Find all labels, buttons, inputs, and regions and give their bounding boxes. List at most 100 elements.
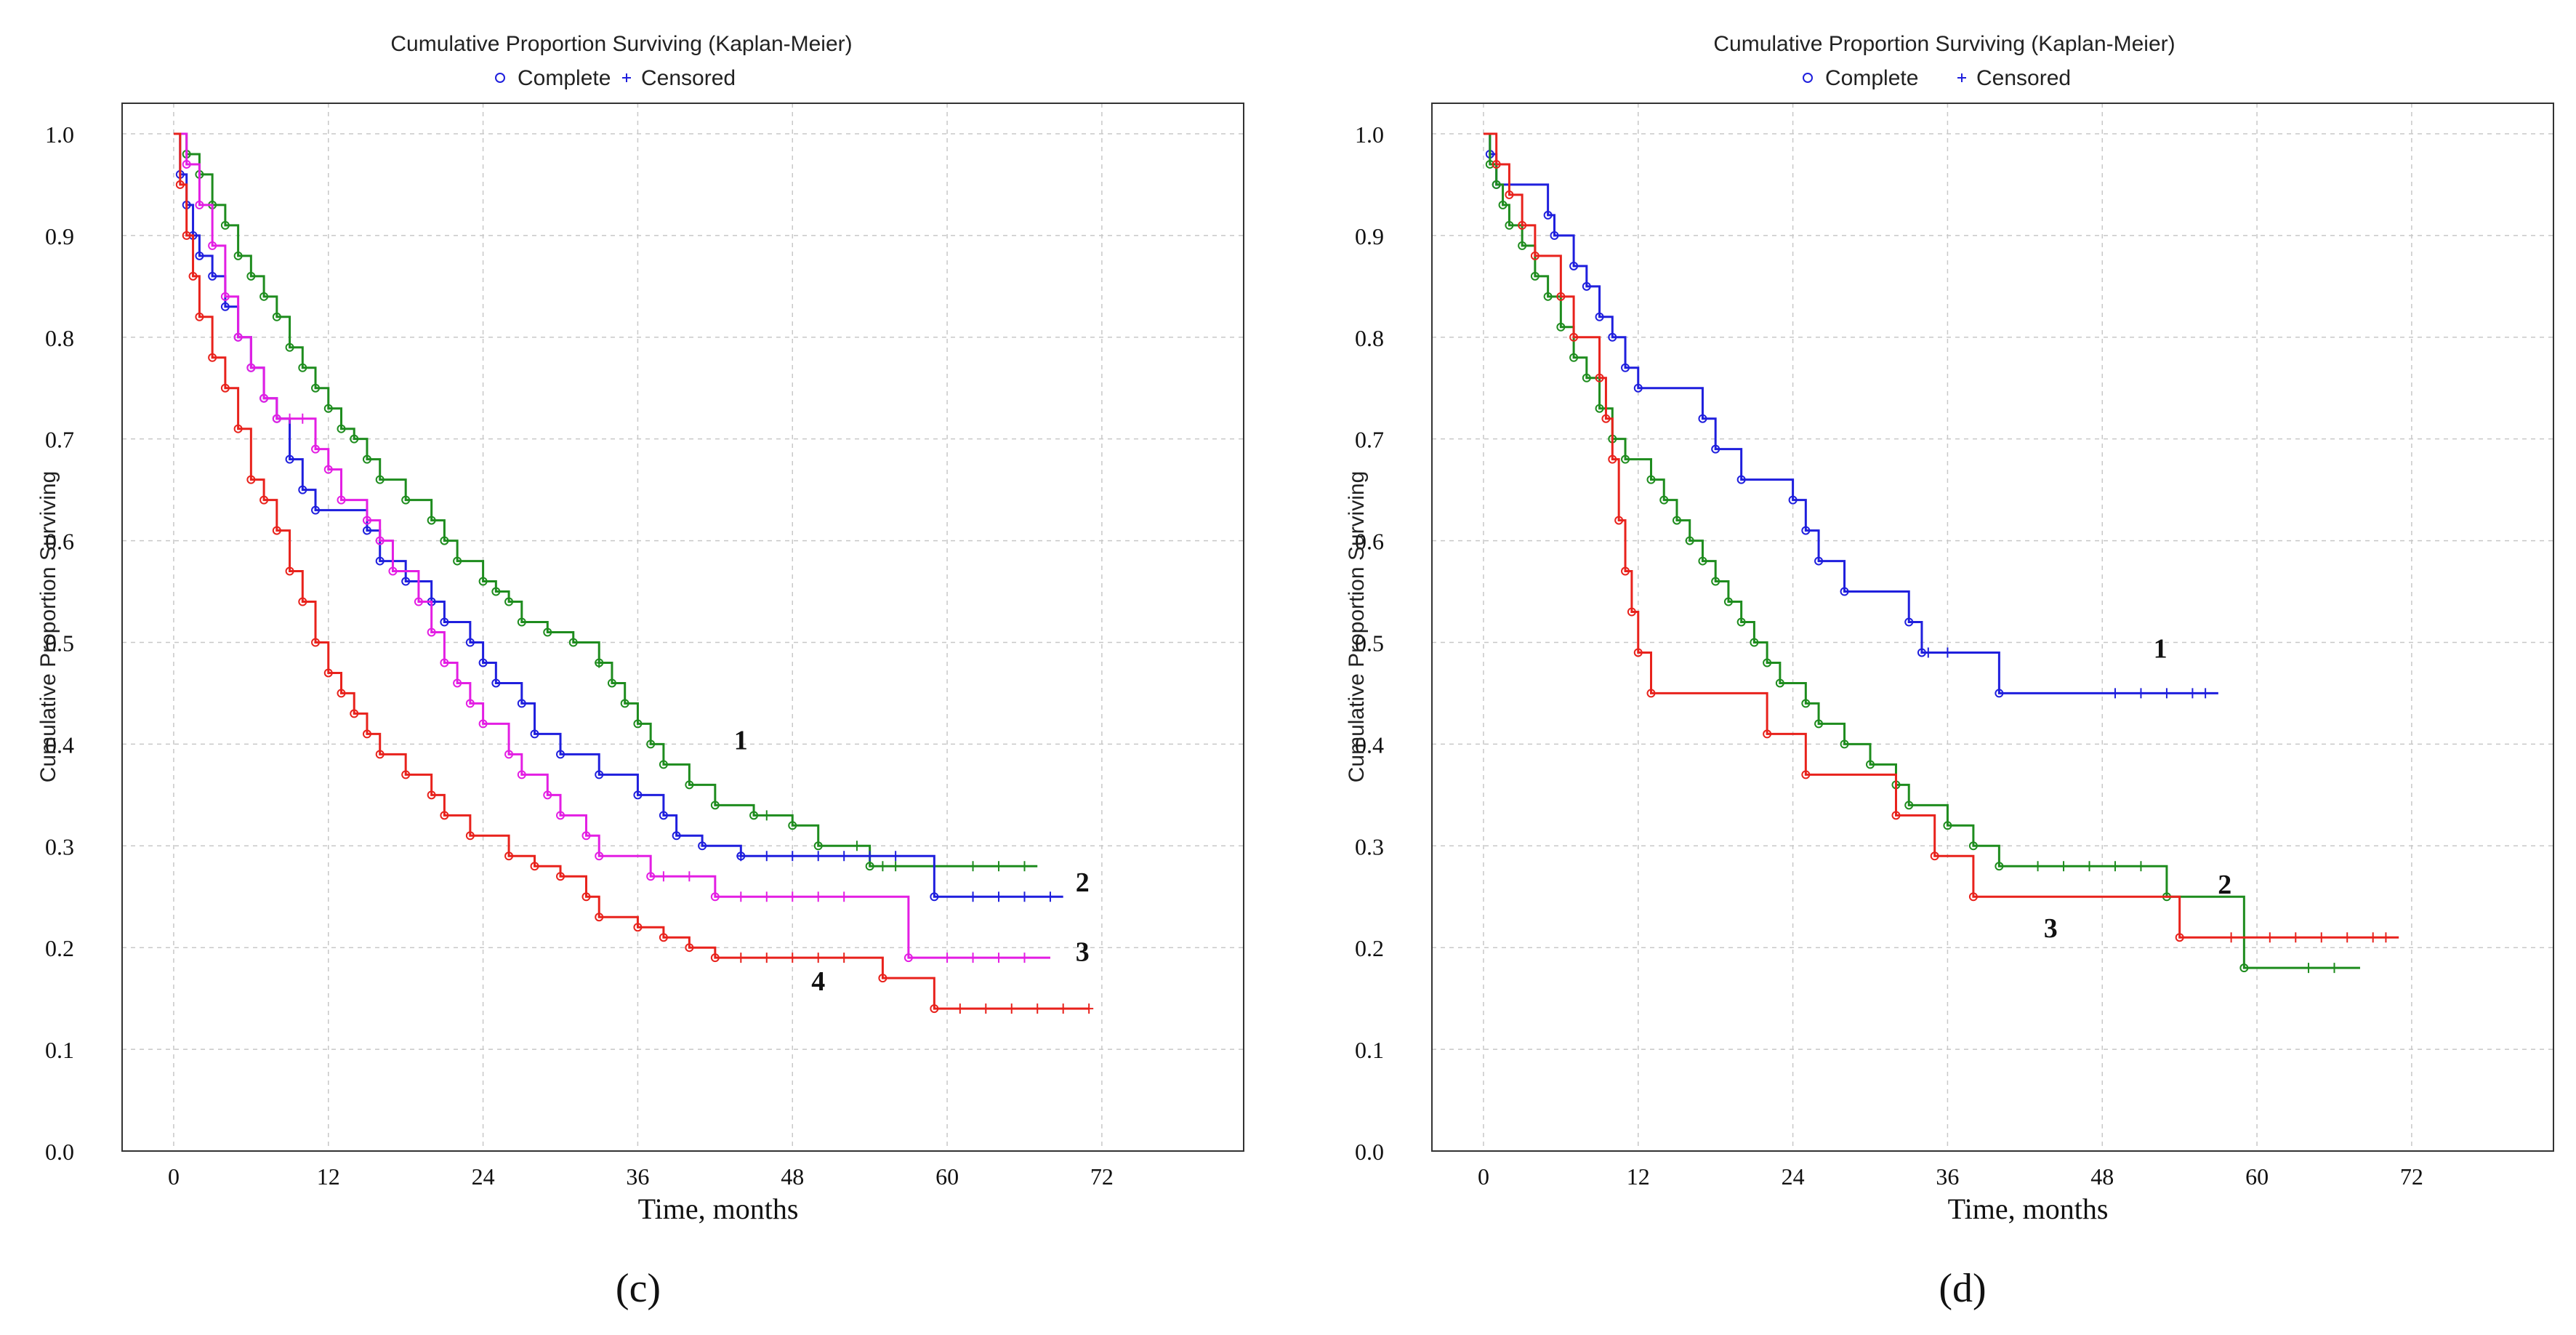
complete-marker <box>311 638 321 647</box>
complete-marker <box>1801 699 1811 708</box>
censored-marker <box>2188 688 2197 699</box>
chart-title: Cumulative Proportion Surviving (Kaplan-… <box>390 32 852 56</box>
panel-c: Cumulative Proportion Surviving (Kaplan-… <box>36 32 1244 1311</box>
complete-marker <box>633 790 643 800</box>
complete-marker <box>1492 159 1501 169</box>
survival-step-line <box>173 132 1063 898</box>
censored-marker <box>762 953 771 963</box>
complete-marker <box>427 516 436 525</box>
complete-marker <box>465 831 475 841</box>
complete-marker <box>233 251 243 260</box>
y-tick-label: 0.8 <box>1355 325 1384 351</box>
complete-marker <box>259 495 269 505</box>
survival-step-line <box>173 132 1090 1010</box>
legend: Complete Censored <box>1803 66 2071 90</box>
complete-marker <box>1646 475 1656 484</box>
complete-marker <box>1569 261 1579 270</box>
survival-step-line <box>1483 132 2399 939</box>
y-tick-label: 0.3 <box>1355 833 1384 859</box>
y-tick-label: 0.4 <box>1355 731 1384 758</box>
complete-marker <box>646 739 656 749</box>
censored-marker <box>1084 1003 1094 1014</box>
legend-censored-marker <box>622 73 631 82</box>
complete-marker <box>788 821 797 830</box>
complete-marker <box>246 363 256 372</box>
complete-marker <box>672 831 681 841</box>
censored-marker <box>788 953 797 963</box>
complete-marker <box>195 251 204 260</box>
complete-marker <box>530 862 539 871</box>
complete-marker <box>491 587 501 596</box>
complete-marker <box>350 709 359 718</box>
complete-marker <box>1595 373 1604 382</box>
series-number-label: 1 <box>734 725 748 755</box>
complete-marker <box>1930 851 1939 861</box>
complete-marker <box>1891 811 1901 820</box>
survival-series-2 <box>173 132 1063 902</box>
complete-marker <box>1672 516 1681 525</box>
series-number-label: 2 <box>1076 867 1090 898</box>
censored-marker <box>2110 688 2120 699</box>
complete-marker <box>298 597 307 606</box>
complete-marker <box>465 638 475 647</box>
censored-marker <box>981 1003 991 1014</box>
censored-marker <box>1020 861 1029 872</box>
x-tick-label: 36 <box>1936 1163 1959 1190</box>
complete-marker <box>362 729 371 739</box>
complete-marker <box>2239 963 2249 973</box>
complete-marker <box>1788 495 1798 505</box>
censored-marker <box>2085 861 2094 872</box>
complete-marker <box>659 933 668 942</box>
x-tick-label: 48 <box>2090 1163 2114 1190</box>
complete-marker <box>1505 220 1514 230</box>
complete-marker <box>453 556 462 566</box>
complete-marker <box>607 678 616 688</box>
y-tick-label: 0.8 <box>45 325 74 351</box>
complete-marker <box>220 292 230 301</box>
censored-marker <box>788 851 797 862</box>
complete-marker <box>323 465 333 474</box>
complete-marker <box>1801 770 1811 779</box>
censored-marker <box>994 953 1004 963</box>
complete-marker <box>543 628 552 637</box>
complete-marker <box>556 872 565 881</box>
complete-marker <box>633 719 643 729</box>
complete-marker <box>1518 220 1527 230</box>
censored-marker <box>1058 1003 1068 1014</box>
complete-marker <box>1485 159 1494 169</box>
survival-step-line <box>1483 132 2218 694</box>
x-axis-label: Time, months <box>1948 1192 2109 1225</box>
complete-marker <box>259 292 269 301</box>
complete-marker <box>1698 556 1707 566</box>
complete-marker <box>311 444 321 454</box>
complete-marker <box>581 892 591 902</box>
survival-step-line <box>173 132 1050 959</box>
complete-marker <box>517 770 526 779</box>
complete-marker <box>208 271 217 281</box>
complete-marker <box>208 241 217 250</box>
y-tick-label: 0.6 <box>1355 529 1384 555</box>
y-axis-label: Cumulative Proportion Surviving <box>1345 471 1369 783</box>
complete-marker <box>285 342 294 352</box>
complete-marker <box>375 556 385 566</box>
censored-marker <box>285 413 294 424</box>
y-tick-label: 0.0 <box>1355 1139 1384 1165</box>
censored-marker <box>840 953 849 963</box>
legend-censored-marker <box>1957 73 1966 82</box>
complete-marker <box>1904 801 1914 810</box>
censored-marker <box>2317 932 2326 943</box>
legend-censored-label: Censored <box>641 66 736 90</box>
legend-complete-label: Complete <box>518 66 611 90</box>
censored-marker <box>736 891 746 902</box>
y-tick-label: 0.5 <box>45 630 74 656</box>
censored-marker <box>994 891 1004 902</box>
survival-step-line <box>173 132 1038 867</box>
censored-marker <box>943 953 952 963</box>
complete-marker <box>1840 587 1849 596</box>
y-tick-label: 0.3 <box>45 833 74 859</box>
legend-complete-marker <box>1803 73 1813 83</box>
complete-marker <box>1530 271 1539 281</box>
complete-marker <box>175 180 185 189</box>
censored-marker <box>736 851 746 862</box>
